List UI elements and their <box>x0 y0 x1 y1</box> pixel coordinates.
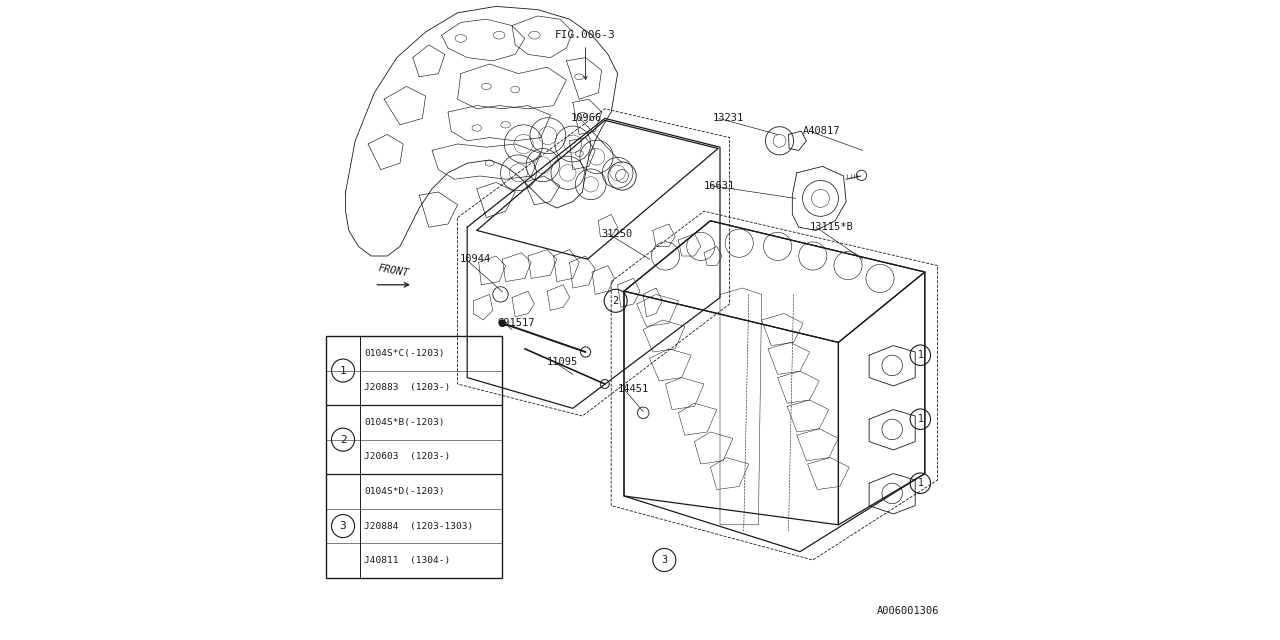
Text: A40817: A40817 <box>804 126 841 136</box>
Text: 11095: 11095 <box>548 356 579 367</box>
Text: J20883  (1203-): J20883 (1203-) <box>365 383 451 392</box>
Text: 0104S*D(-1203): 0104S*D(-1203) <box>365 487 444 496</box>
Text: 0104S*C(-1203): 0104S*C(-1203) <box>365 349 444 358</box>
Text: J20884  (1203-1303): J20884 (1203-1303) <box>365 522 474 531</box>
Text: 3: 3 <box>339 521 347 531</box>
Text: J20603  (1203-): J20603 (1203-) <box>365 452 451 461</box>
Text: 31250: 31250 <box>602 228 632 239</box>
Text: 2: 2 <box>339 435 347 445</box>
Circle shape <box>499 319 506 327</box>
Text: G91517: G91517 <box>498 318 535 328</box>
Text: 14451: 14451 <box>618 384 649 394</box>
Bar <box>326 336 502 578</box>
Text: 1: 1 <box>918 350 923 360</box>
Text: FIG.006-3: FIG.006-3 <box>556 30 616 40</box>
Text: FRONT: FRONT <box>378 263 410 278</box>
Text: 1: 1 <box>918 414 923 424</box>
Text: 0104S*B(-1203): 0104S*B(-1203) <box>365 418 444 427</box>
Text: 2: 2 <box>613 296 618 306</box>
Text: 16631: 16631 <box>704 180 735 191</box>
Text: 13115*B: 13115*B <box>810 222 854 232</box>
Text: 13231: 13231 <box>712 113 744 124</box>
Text: 10966: 10966 <box>571 113 602 124</box>
Text: 10944: 10944 <box>460 254 490 264</box>
Text: A006001306: A006001306 <box>877 606 940 616</box>
Text: J40811  (1304-): J40811 (1304-) <box>365 556 451 565</box>
Text: 1: 1 <box>339 365 347 376</box>
Text: 3: 3 <box>662 555 667 565</box>
Text: 1: 1 <box>918 478 923 488</box>
